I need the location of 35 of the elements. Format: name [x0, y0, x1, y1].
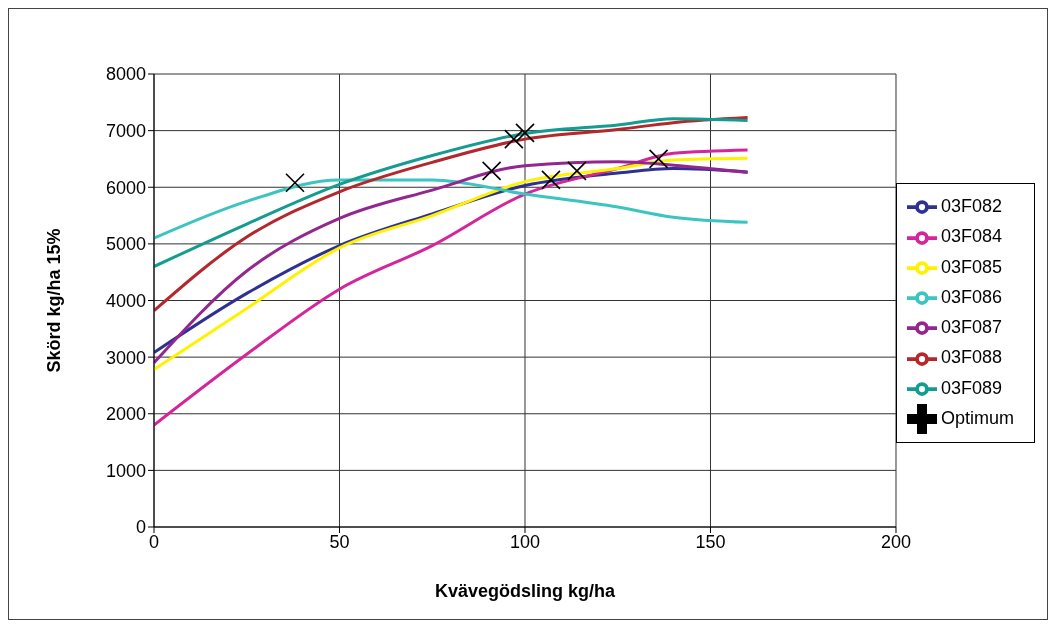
- legend-label: 03F089: [940, 377, 1003, 398]
- y-tick-label: 1000: [105, 460, 146, 481]
- point: [481, 161, 502, 181]
- y-tick-label: 6000: [105, 177, 146, 198]
- line-series: [154, 117, 750, 269]
- line-series: [154, 148, 750, 427]
- legend-label: 03F086: [940, 286, 1003, 307]
- point: [285, 172, 305, 193]
- line-series: [154, 116, 750, 313]
- y-tick-label: 7000: [105, 121, 146, 142]
- point: [515, 123, 535, 143]
- y-tick-label: 2000: [105, 404, 146, 425]
- x-tick-label: 100: [509, 531, 541, 552]
- point: [648, 149, 669, 169]
- y-tick-label: 5000: [105, 234, 146, 255]
- legend-label: Optimum: [940, 407, 1014, 428]
- y-axis-title: Skörd kg/ha 15%: [44, 228, 65, 373]
- y-tick-label: 8000: [105, 64, 146, 85]
- line-series: [154, 178, 750, 240]
- legend-label: 03F088: [940, 347, 1003, 368]
- point: [541, 170, 561, 190]
- legend-label: 03F084: [940, 226, 1003, 247]
- y-tick-label: 3000: [105, 347, 146, 368]
- x-axis-title: Kvävegödsling kg/ha: [434, 581, 616, 601]
- legend-label: 03F085: [940, 256, 1003, 277]
- x-tick-label: 0: [148, 531, 160, 552]
- x-tick-label: 50: [329, 531, 350, 552]
- legend-label: 03F082: [940, 196, 1003, 216]
- y-tick-label: 4000: [105, 290, 146, 311]
- x-tick-label: 150: [695, 531, 726, 552]
- point: [504, 129, 524, 149]
- x-tick-label: 200: [880, 531, 912, 552]
- y-tick-label: 0: [135, 517, 146, 538]
- legend-label: 03F087: [940, 317, 1003, 337]
- point: [567, 161, 587, 181]
